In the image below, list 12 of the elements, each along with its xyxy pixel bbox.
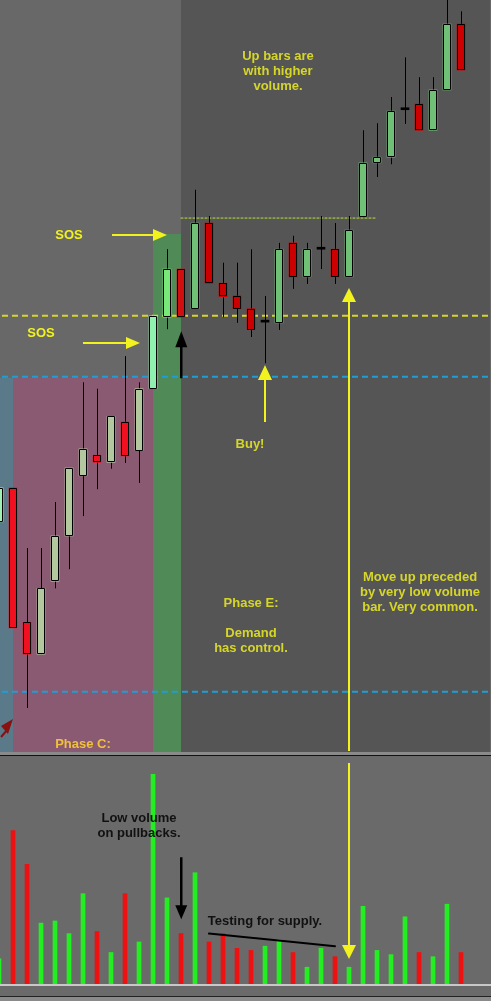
annotation: Buy! — [235, 435, 265, 451]
annotation: SOS — [27, 324, 56, 340]
annotation: SOS — [55, 226, 84, 242]
text: Phase C: — [55, 735, 111, 751]
annotation: Up bars are with higher volume. — [242, 47, 314, 93]
candlestick — [8, 487, 18, 629]
candlestick — [176, 268, 186, 318]
annotation: Move up preceded by very low volume bar. Very common. — [360, 568, 480, 614]
annotation: Testing for supply. — [207, 912, 323, 928]
annotation: Demand has control. — [214, 624, 288, 655]
candlestick — [148, 315, 158, 390]
annotation: Phase E: — [223, 594, 279, 610]
